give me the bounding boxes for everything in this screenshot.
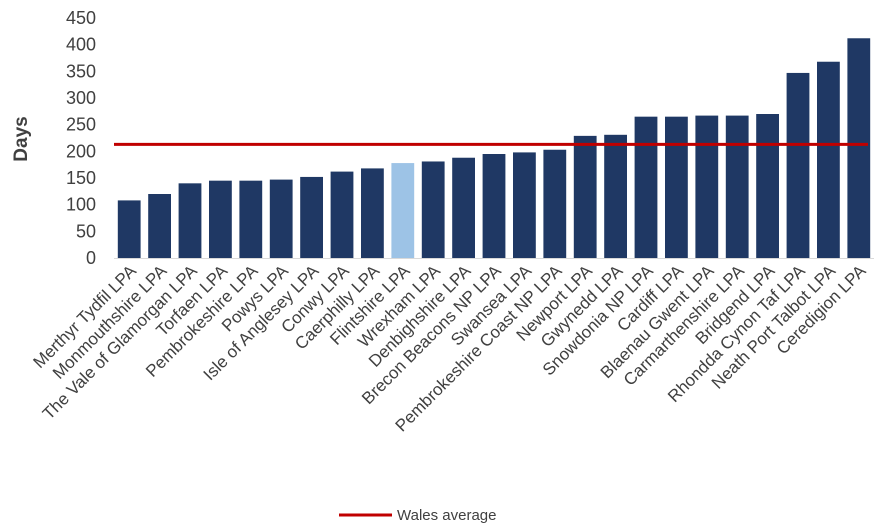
bar (634, 116, 658, 258)
bar (725, 115, 749, 258)
bar (604, 134, 627, 258)
bar (330, 171, 354, 258)
legend-label-wales-average: Wales average (397, 507, 497, 524)
bar (361, 168, 384, 258)
y-axis-title: Days (11, 116, 32, 161)
bar (421, 161, 445, 258)
bar (239, 180, 263, 258)
bar (665, 116, 688, 258)
bar (573, 135, 597, 258)
y-tick-label: 100 (66, 195, 96, 215)
bar (148, 194, 171, 258)
bar (695, 115, 719, 258)
y-tick-label: 200 (66, 141, 96, 161)
y-tick-label: 0 (86, 248, 96, 268)
y-tick-label: 50 (76, 221, 96, 241)
y-tick-label: 250 (66, 115, 96, 135)
y-tick-label: 400 (66, 35, 96, 55)
bars (117, 38, 871, 259)
y-axis-ticks: 0 50 100 150 200 250 300 350 400 450 (66, 8, 96, 268)
bar (269, 179, 293, 258)
bar (756, 114, 779, 258)
y-tick-label: 350 (66, 61, 96, 81)
bar (209, 180, 232, 258)
bar (117, 200, 141, 258)
y-tick-label: 300 (66, 88, 96, 108)
bar (786, 72, 810, 259)
bar (847, 38, 871, 258)
legend: Wales average (339, 507, 497, 524)
y-tick-label: 150 (66, 168, 96, 188)
bar (300, 176, 323, 258)
bar (543, 149, 567, 258)
bar (482, 154, 506, 258)
bar (452, 157, 475, 258)
y-tick-label: 450 (66, 8, 96, 28)
bar (513, 152, 536, 258)
bar (391, 163, 415, 258)
bar (817, 61, 840, 259)
bar (178, 183, 202, 258)
